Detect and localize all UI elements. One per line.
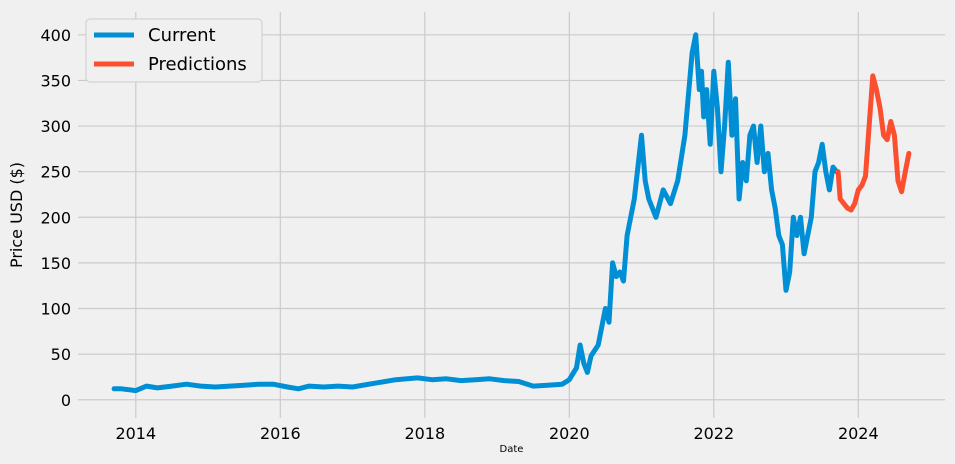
x-tick-label: 2022	[693, 424, 734, 443]
y-tick-label: 200	[40, 208, 71, 227]
series-line-predictions	[835, 73, 912, 213]
x-axis-label: Date	[500, 444, 524, 455]
y-tick-label: 350	[40, 71, 71, 90]
y-tick-label: 300	[40, 117, 71, 136]
x-tick-label: 2016	[260, 424, 301, 443]
y-tick-label: 100	[40, 300, 71, 319]
x-tick-label: 2020	[549, 424, 590, 443]
series-line-current	[111, 32, 840, 394]
x-tick-label: 2018	[404, 424, 445, 443]
x-tick-label: 2024	[838, 424, 879, 443]
x-tick-label: 2014	[115, 424, 156, 443]
legend-label-current: Current	[148, 25, 216, 46]
ticks: 2014 2016 2018 2020 2022 2024 0 50 100 150 200 250 3…	[40, 26, 878, 443]
y-tick-label: 0	[61, 391, 71, 410]
grid	[78, 12, 945, 418]
y-tick-label: 400	[40, 26, 71, 45]
y-axis-label: Price USD ($)	[7, 162, 26, 268]
y-tick-label: 50	[51, 345, 71, 364]
legend: Current Predictions	[85, 18, 263, 83]
legend-label-predictions: Predictions	[148, 54, 247, 75]
y-tick-label: 250	[40, 163, 71, 182]
series-group	[111, 32, 912, 394]
y-tick-label: 150	[40, 254, 71, 273]
